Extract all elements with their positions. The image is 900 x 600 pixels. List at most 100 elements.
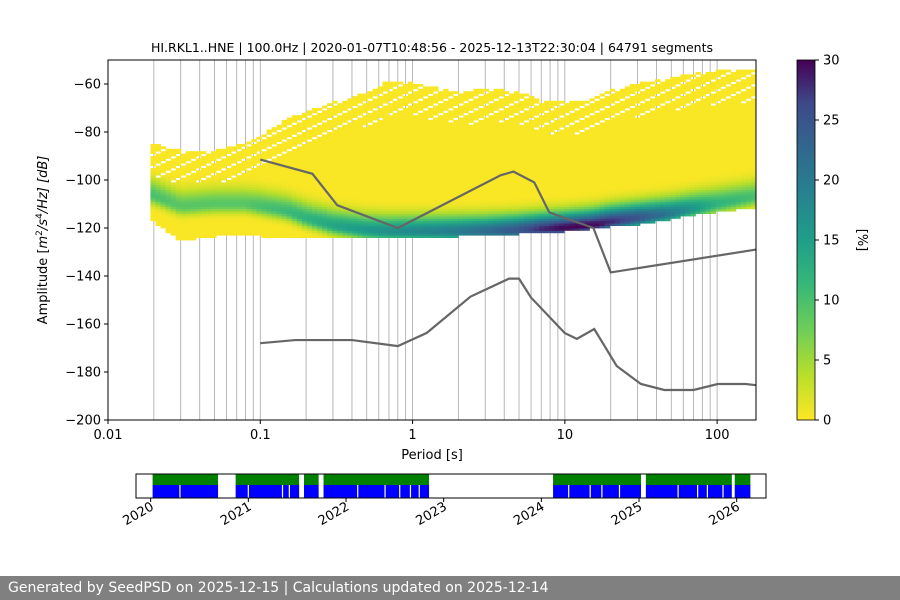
heat-cell bbox=[559, 141, 565, 145]
heat-cell bbox=[554, 175, 560, 178]
heat-cell bbox=[387, 216, 394, 219]
heat-cell bbox=[251, 192, 257, 195]
heat-cell bbox=[231, 201, 237, 205]
heat-cell bbox=[306, 235, 313, 238]
heat-cell bbox=[231, 180, 237, 183]
heat-cell bbox=[397, 208, 404, 212]
heat-cell bbox=[549, 208, 555, 212]
heat-cell bbox=[574, 103, 580, 106]
heat-cell bbox=[554, 177, 560, 181]
heat-cell bbox=[306, 194, 313, 198]
heat-cell bbox=[438, 139, 444, 142]
heat-cell bbox=[200, 196, 207, 200]
heat-cell bbox=[296, 218, 303, 222]
heat-cell bbox=[347, 151, 353, 154]
heat-cell bbox=[554, 189, 560, 193]
heat-cell bbox=[316, 136, 323, 140]
heat-cell bbox=[458, 170, 464, 174]
heat-cell bbox=[569, 168, 575, 171]
heat-cell bbox=[488, 196, 494, 200]
heat-cell bbox=[216, 230, 222, 234]
heat-cell bbox=[195, 177, 202, 181]
heat-cell bbox=[478, 177, 484, 181]
heat-cell bbox=[438, 132, 444, 135]
heat-cell bbox=[594, 216, 600, 219]
heat-cell bbox=[241, 201, 247, 205]
heat-cell bbox=[493, 199, 500, 202]
heat-cell bbox=[559, 230, 565, 234]
heat-cell bbox=[387, 218, 394, 222]
heat-cell bbox=[291, 201, 298, 205]
heat-cell bbox=[226, 163, 232, 166]
heat-cell bbox=[634, 127, 641, 130]
heat-cell bbox=[523, 165, 530, 169]
heat-cell bbox=[311, 170, 318, 174]
heat-cell bbox=[251, 201, 257, 205]
heat-cell bbox=[427, 216, 434, 219]
heat-cell bbox=[518, 124, 525, 128]
heat-cell bbox=[422, 148, 429, 152]
heat-cell bbox=[246, 216, 252, 219]
heat-cell bbox=[306, 134, 313, 138]
heat-cell bbox=[619, 223, 626, 226]
heat-cell bbox=[473, 206, 479, 210]
heat-cell bbox=[205, 158, 212, 162]
heat-cell bbox=[448, 148, 454, 152]
heat-cell bbox=[528, 187, 535, 190]
heat-cell bbox=[261, 194, 267, 198]
heat-cell bbox=[579, 108, 585, 111]
heat-cell bbox=[644, 204, 651, 207]
heat-cell bbox=[513, 175, 520, 178]
heat-cell bbox=[392, 218, 399, 222]
heat-cell bbox=[327, 187, 333, 190]
heat-cell bbox=[448, 93, 454, 97]
heat-cell bbox=[241, 194, 247, 198]
heat-cell bbox=[342, 117, 348, 121]
heat-cell bbox=[518, 172, 525, 176]
heat-cell bbox=[544, 165, 550, 169]
heat-cell bbox=[211, 232, 217, 236]
heat-cell bbox=[523, 139, 530, 142]
heat-cell bbox=[412, 170, 419, 174]
heat-cell bbox=[195, 172, 202, 176]
heat-cell bbox=[332, 180, 338, 183]
heat-cell bbox=[392, 122, 399, 126]
heat-cell bbox=[221, 187, 227, 190]
heat-cell bbox=[554, 184, 560, 188]
heat-cell bbox=[377, 235, 383, 238]
heat-cell bbox=[170, 225, 177, 229]
heat-cell bbox=[604, 141, 611, 145]
heat-cell bbox=[599, 132, 606, 135]
heat-cell bbox=[569, 151, 575, 154]
heat-cell bbox=[306, 172, 313, 176]
heat-cell bbox=[402, 172, 409, 176]
heat-cell bbox=[241, 218, 247, 222]
heat-cell bbox=[281, 189, 288, 193]
heat-cell bbox=[478, 88, 484, 92]
heat-cell bbox=[629, 196, 636, 200]
heat-cell bbox=[311, 192, 318, 195]
heat-cell bbox=[644, 199, 651, 202]
heat-cell bbox=[155, 213, 161, 217]
heat-cell bbox=[584, 208, 590, 212]
heat-cell bbox=[362, 117, 368, 121]
heat-cell bbox=[417, 132, 424, 135]
heat-cell bbox=[311, 187, 318, 190]
heat-cell bbox=[544, 151, 550, 154]
heat-cell bbox=[584, 172, 590, 176]
heat-cell bbox=[493, 153, 500, 157]
heat-cell bbox=[200, 211, 207, 214]
heat-cell bbox=[190, 201, 197, 205]
heat-cell bbox=[473, 177, 479, 181]
heat-cell bbox=[185, 165, 192, 169]
heat-cell bbox=[503, 206, 510, 210]
heat-cell bbox=[427, 182, 434, 186]
heat-cell bbox=[453, 184, 459, 188]
heat-cell bbox=[367, 115, 373, 118]
heat-cell bbox=[518, 148, 525, 152]
heat-cell bbox=[584, 165, 590, 169]
heat-cell bbox=[584, 220, 590, 224]
heat-cell bbox=[322, 213, 328, 217]
heat-cell bbox=[549, 204, 555, 207]
heat-cell bbox=[614, 199, 621, 202]
